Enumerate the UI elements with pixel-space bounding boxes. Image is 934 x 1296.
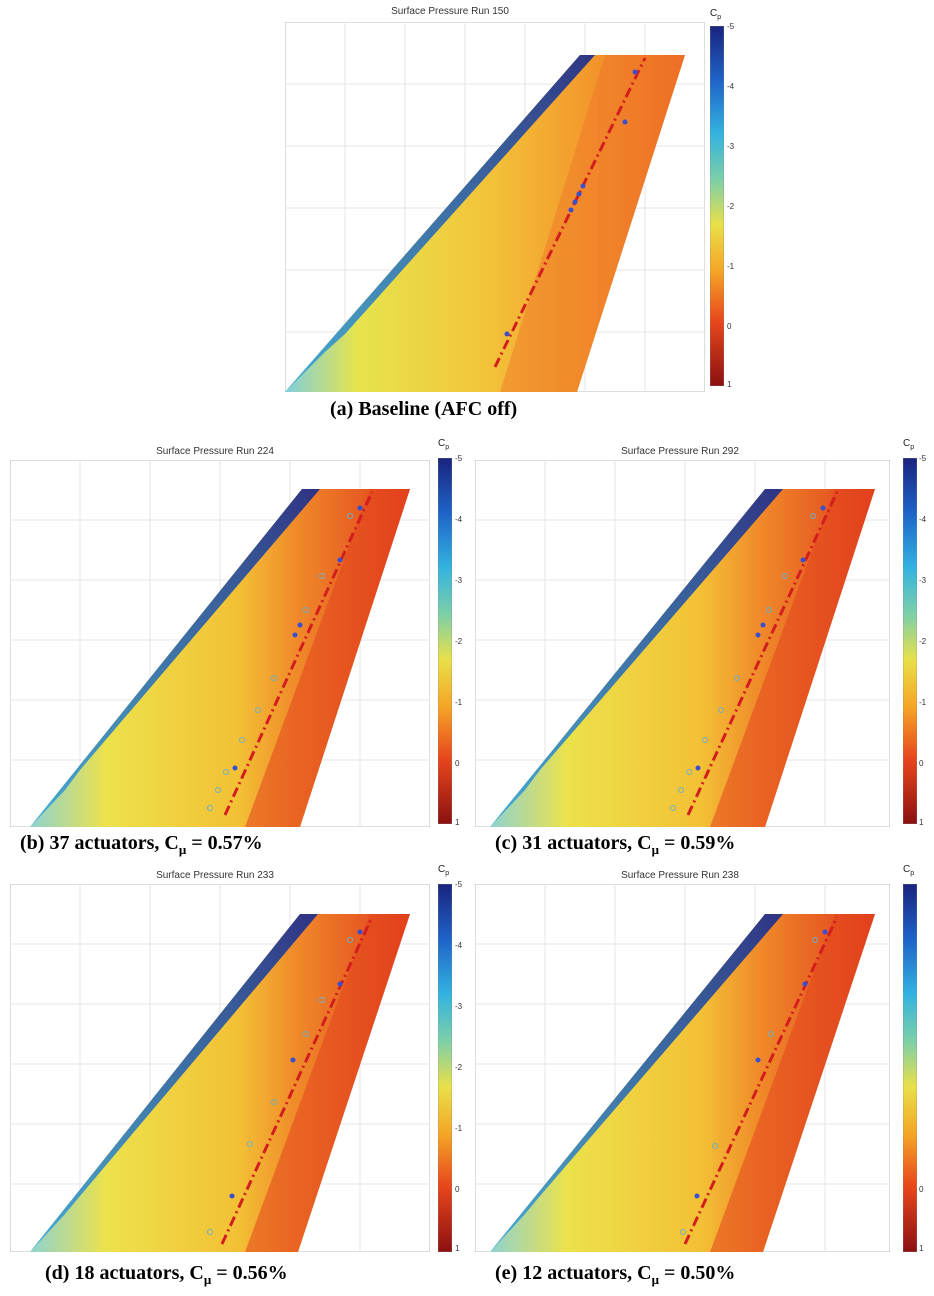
- panel-a-title: Surface Pressure Run 150: [391, 6, 509, 17]
- panel-d-tick: 0: [455, 1185, 460, 1194]
- panel-c-tick: -2: [919, 637, 927, 646]
- panel-a-tick: -2: [727, 202, 735, 211]
- panel-b-tick: -5: [455, 454, 463, 463]
- panel-e-title: Surface Pressure Run 238: [621, 870, 739, 881]
- panel-b-tick: 1: [455, 818, 460, 827]
- panel-c-tick: 0: [919, 759, 924, 768]
- panel-d-tick: -3: [455, 1002, 463, 1011]
- panel-b-caption: (b) 37 actuators, Cμ = 0.57%: [20, 832, 263, 857]
- panel-c-tick: -4: [919, 515, 927, 524]
- panel-d-title: Surface Pressure Run 233: [156, 870, 274, 881]
- panel-a-caption: (a) Baseline (AFC off): [330, 398, 518, 420]
- panel-b-tick: -2: [455, 637, 463, 646]
- panel-e-caption: (e) 12 actuators, Cμ = 0.50%: [495, 1262, 736, 1287]
- panel-d-tick: 1: [455, 1244, 460, 1253]
- panel-b-title: Surface Pressure Run 224: [156, 446, 274, 457]
- panel-c-tick: -5: [919, 454, 927, 463]
- panel-e-tick: 0: [919, 1185, 924, 1194]
- panel-a-tick: -5: [727, 22, 735, 31]
- panel-b-tick: -1: [455, 698, 463, 707]
- panel-e-colorbar-label: Cp: [903, 864, 915, 877]
- panel-c-colorbar: [903, 458, 917, 824]
- panel-e-plot: [475, 884, 890, 1252]
- panel-c-tick: 1: [919, 818, 924, 827]
- panel-a-tick: -1: [727, 262, 735, 271]
- panel-e-colorbar: [903, 884, 917, 1252]
- panel-a-tick: -3: [727, 142, 735, 151]
- panel-a-colorbar: [710, 26, 724, 386]
- panel-b-tick: 0: [455, 759, 460, 768]
- panel-d-caption: (d) 18 actuators, Cμ = 0.56%: [45, 1262, 288, 1287]
- panel-c-tick: -1: [919, 698, 927, 707]
- panel-c-title: Surface Pressure Run 292: [621, 446, 739, 457]
- panel-d-tick: -4: [455, 941, 463, 950]
- panel-c-tick: -3: [919, 576, 927, 585]
- panel-d-colorbar-label: Cp: [438, 864, 450, 877]
- panel-d-tick: -1: [455, 1124, 463, 1133]
- panel-b-plot: [10, 460, 430, 827]
- panel-b-colorbar-label: Cp: [438, 438, 450, 451]
- panel-e-tick: 1: [919, 1244, 924, 1253]
- panel-a-plot: [285, 22, 705, 392]
- panel-c-caption: (c) 31 actuators, Cμ = 0.59%: [495, 832, 736, 857]
- panel-a-tick: 0: [727, 322, 732, 331]
- panel-a-colorbar-label: Cp: [710, 8, 722, 21]
- panel-d-plot: [10, 884, 430, 1252]
- panel-b-tick: -3: [455, 576, 463, 585]
- panel-a-tick: -4: [727, 82, 735, 91]
- panel-b-tick: -4: [455, 515, 463, 524]
- panel-d-tick: -5: [455, 880, 463, 889]
- panel-c-colorbar-label: Cp: [903, 438, 915, 451]
- panel-c-plot: [475, 460, 890, 827]
- panel-d-colorbar: [438, 884, 452, 1252]
- panel-d-tick: -2: [455, 1063, 463, 1072]
- panel-a-tick: 1: [727, 380, 732, 389]
- panel-b-colorbar: [438, 458, 452, 824]
